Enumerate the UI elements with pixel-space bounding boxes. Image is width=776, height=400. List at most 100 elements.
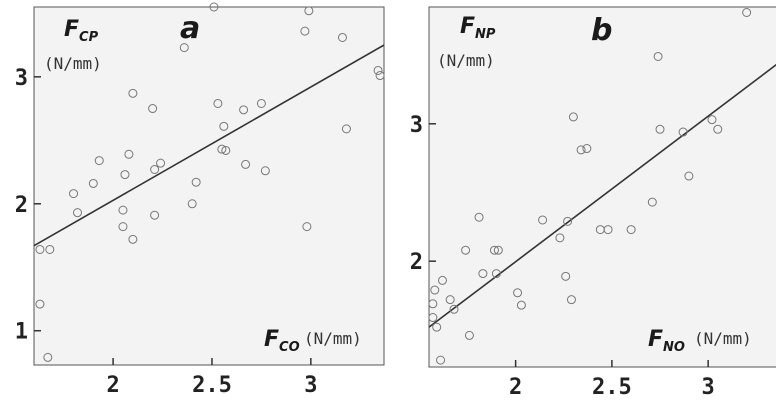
data-point-a-13 — [128, 88, 138, 98]
fit-line-group-b — [428, 63, 776, 328]
data-point-a-1 — [35, 299, 45, 309]
data-point-a-19 — [187, 199, 197, 209]
data-point-a-30 — [300, 26, 310, 36]
data-point-b-6 — [445, 295, 455, 305]
x-axis-unit-b: (N/mm) — [694, 329, 752, 348]
data-point-b-0 — [428, 299, 438, 309]
data-point-b-16 — [516, 300, 526, 310]
x-axis-symbol-a: F — [264, 327, 279, 352]
data-point-a-24 — [219, 121, 229, 131]
tick-marks-b — [429, 123, 709, 367]
x-tick-label-a-2: 3 — [304, 373, 317, 398]
data-point-b-14 — [493, 245, 503, 255]
y-tick-label-a-1: 2 — [15, 193, 28, 218]
data-point-b-35 — [742, 7, 752, 17]
x-axis-label-b: FNO — [648, 327, 685, 355]
data-point-a-4 — [69, 189, 79, 199]
scatter-points-a — [35, 2, 385, 362]
panel-b: 2 2.5 323 b FNP (N/mm) FNO (N/mm) — [410, 6, 776, 400]
data-point-b-24 — [582, 144, 592, 154]
tick-labels-a: 2 2.5 3 1 2 3 — [15, 66, 318, 398]
data-point-a-6 — [88, 178, 98, 188]
panel-label-b: b — [591, 13, 612, 48]
tick-labels-b: 2 2.5 3 2 3 — [410, 113, 715, 400]
data-point-b-18 — [555, 233, 565, 243]
fit-line-group-a — [33, 44, 385, 247]
data-point-b-5 — [437, 275, 447, 285]
data-point-b-20 — [563, 216, 573, 226]
x-tick-label-b-2: 3 — [702, 375, 715, 400]
data-point-b-32 — [684, 171, 694, 181]
x-axis-subscript-a: CO — [279, 340, 300, 355]
data-point-a-5 — [73, 208, 83, 218]
x-tick-label-a-1: 2.5 — [192, 373, 232, 398]
y-axis-symbol-a: F — [64, 17, 79, 42]
data-point-b-11 — [478, 269, 488, 279]
x-tick-label-b-1: 2.5 — [592, 375, 632, 400]
data-point-a-0 — [35, 244, 45, 254]
data-point-a-34 — [341, 124, 351, 134]
data-point-a-32 — [304, 6, 314, 16]
data-point-b-23 — [576, 145, 586, 155]
data-point-b-1 — [428, 313, 438, 323]
y-tick-label-b-1: 3 — [410, 113, 423, 138]
data-point-a-26 — [239, 105, 249, 115]
data-point-a-11 — [124, 149, 134, 159]
regression-line-a — [33, 44, 385, 247]
data-point-a-2 — [43, 352, 53, 362]
x-tick-label-b-0: 2 — [509, 375, 522, 400]
regression-line-b — [428, 63, 776, 328]
data-point-a-25 — [221, 145, 231, 155]
data-point-a-8 — [118, 205, 128, 215]
data-point-b-13 — [491, 269, 501, 279]
data-point-b-15 — [513, 288, 523, 298]
data-point-a-23 — [217, 144, 227, 154]
data-point-b-4 — [436, 355, 446, 365]
y-axis-label-a: FCP — [64, 17, 99, 45]
tick-marks-a — [34, 76, 312, 365]
data-point-a-18 — [179, 43, 189, 53]
data-point-b-34 — [713, 124, 723, 134]
data-point-a-31 — [302, 222, 312, 232]
data-point-b-22 — [568, 112, 578, 122]
y-axis-subscript-b: NP — [475, 27, 496, 42]
data-point-a-16 — [150, 210, 160, 220]
data-point-a-3 — [45, 244, 55, 254]
x-axis-unit-a: (N/mm) — [304, 329, 362, 348]
data-point-b-12 — [489, 245, 499, 255]
data-point-a-15 — [150, 164, 160, 174]
data-point-b-30 — [655, 124, 665, 134]
data-point-b-28 — [647, 197, 657, 207]
data-point-a-12 — [128, 234, 138, 244]
data-point-b-8 — [461, 245, 471, 255]
x-axis-symbol-b: F — [648, 327, 663, 352]
data-point-a-21 — [209, 2, 219, 12]
data-point-a-10 — [120, 170, 130, 180]
data-point-b-27 — [626, 225, 636, 235]
data-point-b-31 — [678, 127, 688, 137]
y-axis-unit-a: (N/mm) — [44, 54, 102, 73]
y-tick-label-a-0: 1 — [15, 320, 28, 345]
data-point-a-33 — [337, 32, 347, 42]
data-point-a-29 — [260, 166, 270, 176]
data-point-a-7 — [94, 156, 104, 166]
data-point-a-17 — [156, 158, 166, 168]
scatter-points-b — [428, 7, 752, 365]
x-tick-label-a-0: 2 — [106, 373, 119, 398]
data-point-b-21 — [566, 295, 576, 305]
y-tick-label-b-0: 2 — [410, 250, 423, 275]
plot-area-b — [428, 6, 776, 368]
data-point-a-28 — [256, 98, 266, 108]
plot-area-a — [33, 6, 385, 366]
y-axis-unit-b: (N/mm) — [437, 51, 495, 70]
data-point-a-9 — [118, 222, 128, 232]
data-point-b-17 — [538, 215, 548, 225]
data-point-b-26 — [603, 225, 613, 235]
y-axis-label-b: FNP — [460, 14, 496, 42]
data-point-b-9 — [464, 330, 474, 340]
data-point-b-7 — [449, 304, 459, 314]
data-point-b-19 — [561, 271, 571, 281]
data-point-a-35 — [373, 65, 383, 75]
data-point-b-10 — [474, 212, 484, 222]
